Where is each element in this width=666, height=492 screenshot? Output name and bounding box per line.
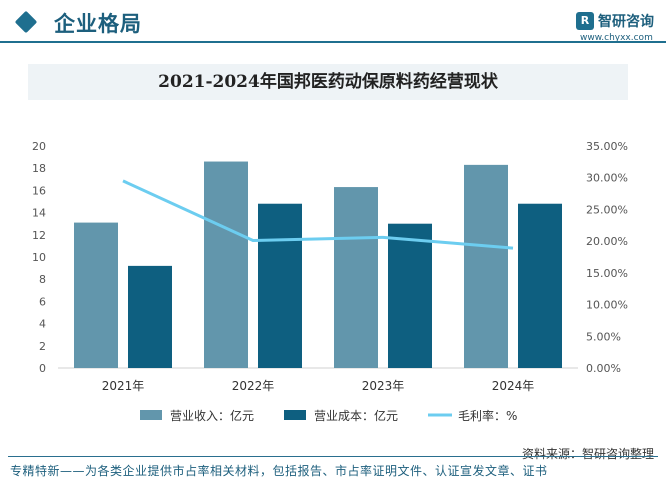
bar-cost <box>388 223 432 368</box>
bar-cost <box>258 203 302 368</box>
x-tick-label: 2022年 <box>232 379 275 393</box>
bar-revenue <box>334 187 378 368</box>
y-left-tick-label: 2 <box>39 340 46 353</box>
bar-revenue <box>74 222 118 368</box>
y-right-tick-label: 35.00% <box>586 140 628 153</box>
bar-revenue <box>464 164 508 368</box>
legend-swatch <box>140 410 162 420</box>
y-left-tick-label: 18 <box>32 162 46 175</box>
y-right-tick-label: 5.00% <box>586 330 621 343</box>
logo-icon: R <box>576 11 594 30</box>
y-right-tick-label: 0.00% <box>586 362 621 375</box>
y-right-tick-label: 15.00% <box>586 267 628 280</box>
y-left-tick-label: 6 <box>39 295 46 308</box>
y-left-tick-label: 14 <box>32 207 46 220</box>
source-note: 资料来源：智研咨询整理 <box>521 447 654 461</box>
chart-title-bar: 2021-2024年国邦医药动保原料药经营现状 <box>28 64 628 100</box>
footer-text: 专精特新——为各类企业提供市占率相关材料，包括报告、市占率证明文件、认证宣发文章… <box>10 464 548 478</box>
y-left-tick-label: 16 <box>32 184 46 197</box>
bar-revenue <box>204 161 248 368</box>
section-title: 企业格局 <box>54 12 142 36</box>
diamond-icon <box>14 10 38 34</box>
header-divider <box>0 41 666 43</box>
y-left-tick-label: 12 <box>32 229 46 242</box>
brand-name: 智研咨询 <box>598 13 654 30</box>
brand-url: www.chyxx.com <box>580 32 653 43</box>
header: 企业格局 R 智研咨询 www.chyxx.com <box>0 0 666 43</box>
chart-title: 2021-2024年国邦医药动保原料药经营现状 <box>158 72 498 92</box>
brand[interactable]: R 智研咨询 www.chyxx.com <box>576 10 654 43</box>
x-tick-label: 2021年 <box>102 379 145 393</box>
footer-divider <box>8 456 658 457</box>
y-left-tick-label: 0 <box>39 362 46 375</box>
legend-label: 营业收入：亿元 <box>170 408 254 423</box>
y-right-tick-label: 25.00% <box>586 203 628 216</box>
bar-cost <box>128 265 172 368</box>
y-left-tick-label: 4 <box>39 318 46 331</box>
y-left-tick-label: 20 <box>32 140 46 153</box>
x-tick-label: 2024年 <box>492 379 535 393</box>
x-tick-label: 2023年 <box>362 379 405 393</box>
legend-label: 毛利率：% <box>458 408 517 423</box>
line-gross-margin <box>122 179 514 250</box>
chart: 0 2 4 6 8 10 12 14 16 18 20 0.00% 5.00% 10.00% 15.00% 2… <box>32 140 628 423</box>
y-right-tick-label: 10.00% <box>586 299 628 312</box>
y-right-tick-label: 30.00% <box>586 172 628 185</box>
y-left-tick-label: 10 <box>32 251 46 264</box>
legend-label: 营业成本：亿元 <box>314 408 398 423</box>
legend-swatch <box>284 410 306 420</box>
bar-cost <box>518 203 562 368</box>
y-left-tick-label: 8 <box>39 273 46 286</box>
y-right-tick-label: 20.00% <box>586 235 628 248</box>
